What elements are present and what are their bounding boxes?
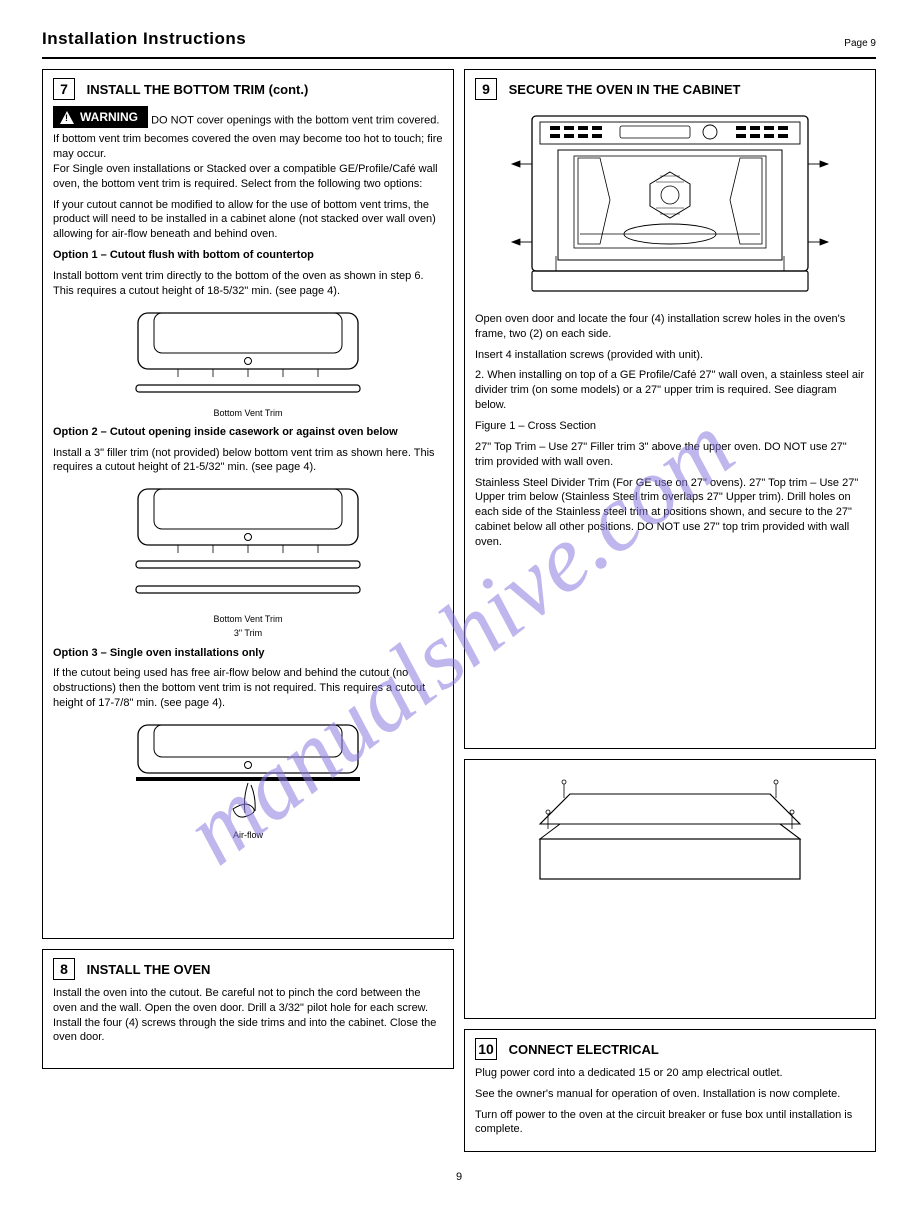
step10-p1: Plug power cord into a dedicated 15 or 2…: [475, 1066, 865, 1081]
step9-p4: Figure 1 – Cross Section: [475, 419, 865, 434]
header-title: Installation Instructions: [42, 28, 246, 51]
page-footer: 9: [42, 1170, 876, 1185]
step10-head: 10 CONNECT ELECTRICAL: [475, 1038, 865, 1060]
fig-opt3-caption: Air-flow: [53, 829, 443, 841]
step7-num: 7: [53, 78, 75, 100]
columns: 7 INSTALL THE BOTTOM TRIM (cont.) WARNIN…: [42, 69, 876, 1152]
step8-num: 8: [53, 958, 75, 980]
step9-p6: Stainless Steel Divider Trim (For GE use…: [475, 476, 865, 550]
step7-head: 7 INSTALL THE BOTTOM TRIM (cont.): [53, 78, 443, 100]
svg-option1: [108, 305, 388, 405]
header-page: Page 9: [844, 37, 876, 51]
fig-oven-front: [475, 106, 865, 306]
fig-option3: Air-flow: [53, 717, 443, 841]
step8-body: Install the oven into the cutout. Be car…: [53, 986, 443, 1045]
step7-intro: For Single oven installations or Stacked…: [53, 162, 443, 192]
svg-option3: [108, 717, 388, 827]
step7-title: INSTALL THE BOTTOM TRIM (cont.): [87, 82, 309, 97]
panel-trim-diagram: [464, 759, 876, 1019]
step8-head: 8 INSTALL THE OVEN: [53, 958, 443, 980]
warning-block: WARNING DO NOT cover openings with the b…: [53, 106, 443, 162]
step9-p1: Open oven door and locate the four (4) i…: [475, 312, 865, 342]
fig-option2: Bottom Vent Trim 3" Trim: [53, 481, 443, 639]
panel-step7: 7 INSTALL THE BOTTOM TRIM (cont.) WARNIN…: [42, 69, 454, 939]
svg-oven: [510, 106, 830, 306]
step9-head: 9 SECURE THE OVEN IN THE CABINET: [475, 78, 865, 100]
step7-opt1-body: Install bottom vent trim directly to the…: [53, 269, 443, 299]
left-column: 7 INSTALL THE BOTTOM TRIM (cont.) WARNIN…: [42, 69, 454, 1152]
fig-opt2a: Bottom Vent Trim: [53, 613, 443, 625]
step7-opt3-title: Option 3 – Single oven installations onl…: [53, 646, 443, 661]
warning-icon: [60, 111, 74, 124]
panel-step10: 10 CONNECT ELECTRICAL Plug power cord in…: [464, 1029, 876, 1152]
step7-note: If your cutout cannot be modified to all…: [53, 198, 443, 243]
svg-option2: [108, 481, 388, 611]
step9-num: 9: [475, 78, 497, 100]
step10-p3: Turn off power to the oven at the circui…: [475, 1108, 865, 1138]
step10-p2: See the owner's manual for operation of …: [475, 1087, 865, 1102]
fig-opt1-caption: Bottom Vent Trim: [53, 407, 443, 419]
step9-p5: 27" Top Trim – Use 27" Filler trim 3" ab…: [475, 440, 865, 470]
warning-label: WARNING: [80, 109, 138, 125]
step7-opt1-title: Option 1 – Cutout flush with bottom of c…: [53, 248, 443, 263]
page: Installation Instructions Page 9 7 INSTA…: [0, 0, 918, 1205]
warning-bar: WARNING: [53, 106, 148, 128]
svg-trim-3d: [520, 774, 820, 904]
step7-opt3-body: If the cutout being used has free air-fl…: [53, 666, 443, 711]
fig-option1: Bottom Vent Trim: [53, 305, 443, 419]
step8-title: INSTALL THE OVEN: [87, 962, 211, 977]
panel-step9: 9 SECURE THE OVEN IN THE CABINET: [464, 69, 876, 749]
step7-opt2-title: Option 2 – Cutout opening inside casewor…: [53, 425, 443, 440]
step7-opt2-body: Install a 3" filler trim (not provided) …: [53, 446, 443, 476]
step9-title: SECURE THE OVEN IN THE CABINET: [509, 82, 741, 97]
step10-title: CONNECT ELECTRICAL: [509, 1042, 659, 1057]
fig-opt2b: 3" Trim: [53, 627, 443, 639]
step10-num: 10: [475, 1038, 497, 1060]
fig-trim-3d: [475, 774, 865, 904]
header-row: Installation Instructions Page 9: [42, 28, 876, 59]
panel-step8: 8 INSTALL THE OVEN Install the oven into…: [42, 949, 454, 1069]
step9-p3: 2. When installing on top of a GE Profil…: [475, 368, 865, 413]
right-column: 9 SECURE THE OVEN IN THE CABINET: [464, 69, 876, 1152]
step9-p2: Insert 4 installation screws (provided w…: [475, 348, 865, 363]
